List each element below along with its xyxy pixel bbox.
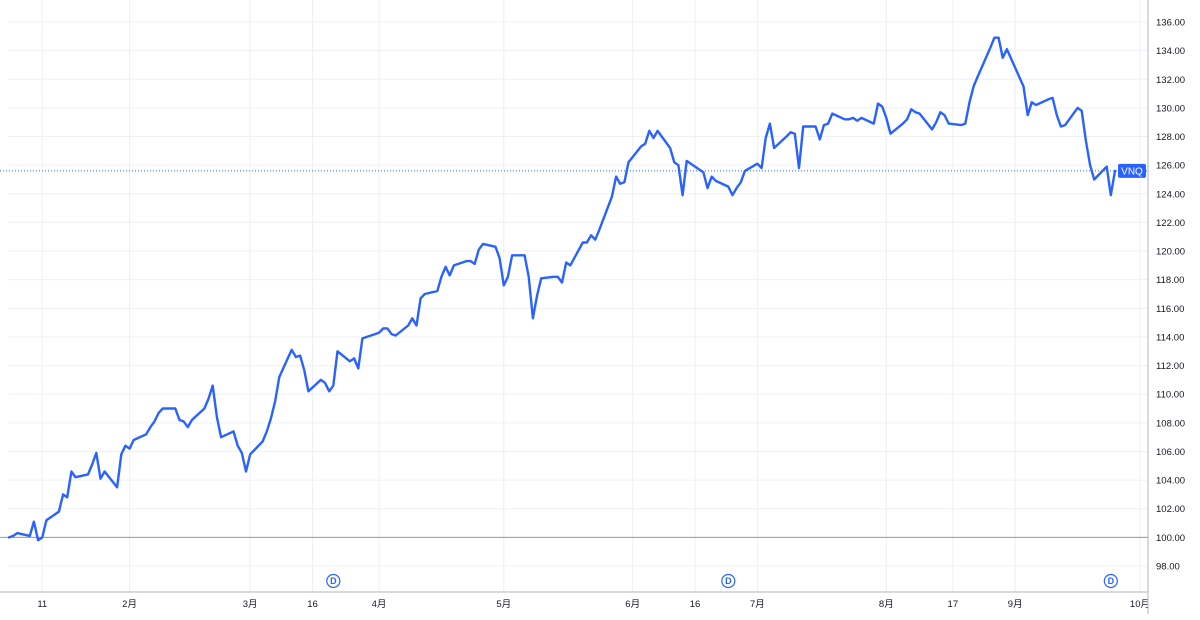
y-tick-label: 120.00 <box>1156 247 1185 258</box>
dividend-marker-label: D <box>330 576 337 586</box>
grid <box>8 0 1148 592</box>
y-tick-label: 110.00 <box>1156 390 1184 401</box>
dividend-marker-circle[interactable] <box>1103 573 1118 589</box>
x-tick-label: 3月 <box>243 599 258 610</box>
y-tick-label: 112.00 <box>1156 361 1184 372</box>
y-tick-label: 130.00 <box>1156 103 1185 114</box>
y-tick-label: 128.00 <box>1156 132 1185 143</box>
x-tick-label: 8月 <box>879 599 894 610</box>
y-tick-label: 126.00 <box>1156 161 1185 172</box>
y-tick-label: 124.00 <box>1156 189 1185 200</box>
y-tick-label: 134.00 <box>1156 46 1185 57</box>
y-tick-label: 116.00 <box>1156 304 1184 315</box>
x-tick-label: 4月 <box>372 599 387 610</box>
x-tick-label: 10月 <box>1130 599 1150 610</box>
y-tick-label: 104.00 <box>1156 476 1185 487</box>
dividend-marker[interactable]: D <box>721 573 736 589</box>
x-tick-label: 16 <box>307 599 318 610</box>
dividend-marker-circle[interactable] <box>326 573 341 589</box>
series-line-vnq <box>7 36 1117 542</box>
dividend-marker[interactable]: D <box>1103 573 1118 589</box>
symbol-tag-label: VNQ <box>1121 166 1143 177</box>
y-tick-label: 100.00 <box>1156 533 1185 544</box>
y-tick-label: 136.00 <box>1156 18 1185 29</box>
dividend-marker[interactable]: D <box>326 573 341 589</box>
y-tick-label: 108.00 <box>1156 418 1185 429</box>
x-tick-label: 7月 <box>750 599 765 610</box>
series-layer <box>7 36 1117 542</box>
dividend-marker-label: D <box>725 576 732 586</box>
axes: 98.00 100.00 102.00 104.00 106.00 108.00 110.0… <box>0 0 1185 614</box>
y-tick-label: 118.00 <box>1156 275 1184 286</box>
x-tick-label: 17 <box>948 599 959 610</box>
y-tick-label: 106.00 <box>1156 447 1185 458</box>
baseline-layer <box>0 170 1148 538</box>
y-tick-label: 122.00 <box>1156 218 1185 229</box>
x-tick-label: 6月 <box>625 599 640 610</box>
x-tick-label: 2月 <box>122 599 137 610</box>
y-tick-label: 102.00 <box>1156 504 1185 515</box>
y-tick-label: 98.00 <box>1156 562 1180 573</box>
x-tick-label: 11 <box>37 599 47 610</box>
dividend-marker-label: D <box>1108 576 1115 586</box>
symbol-tag-bg <box>1118 163 1146 178</box>
last-value-tag: VNQ <box>1118 163 1146 178</box>
x-tick-label: 5月 <box>496 599 511 610</box>
y-tick-label: 114.00 <box>1156 332 1184 343</box>
x-tick-label: 9月 <box>1008 599 1023 610</box>
dividend-marker-circle[interactable] <box>721 573 736 589</box>
x-tick-label: 16 <box>690 599 701 610</box>
y-tick-label: 132.00 <box>1156 75 1185 86</box>
